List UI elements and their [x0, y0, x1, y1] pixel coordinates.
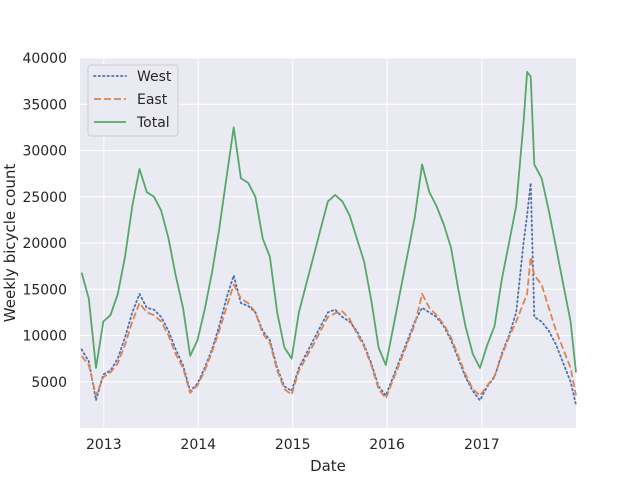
series-layer — [80, 71, 577, 406]
legend-label-east: East — [137, 92, 168, 108]
x-tick-label: 2017 — [464, 437, 500, 453]
x-axis-title: Date — [310, 457, 346, 475]
legend-label-total: Total — [136, 115, 170, 131]
y-axis-title: Weekly bicycle count — [1, 164, 19, 323]
y-tick-label: 20000 — [22, 236, 67, 252]
y-tick-label: 5000 — [31, 375, 67, 391]
y-tick-label: 25000 — [22, 190, 67, 206]
y-tick-label: 40000 — [22, 51, 67, 67]
x-tick-label: 2015 — [275, 437, 311, 453]
y-tick-label: 10000 — [22, 329, 67, 345]
legend-box — [87, 64, 179, 137]
series-line-total — [80, 71, 577, 373]
y-axis-ticks: 5000 10000 15000 20000 25000 30000 35000 40000 — [22, 51, 67, 391]
y-tick-label: 35000 — [22, 97, 67, 113]
series-line-east — [80, 255, 577, 400]
legend-label-west: West — [137, 69, 172, 85]
x-tick-label: 2016 — [369, 437, 405, 453]
x-tick-label: 2014 — [180, 437, 216, 453]
legend: West East Total — [87, 64, 179, 137]
x-axis-ticks: 2013 2014 2015 2016 2017 — [86, 437, 500, 453]
y-tick-label: 15000 — [22, 282, 67, 298]
x-tick-label: 2013 — [86, 437, 122, 453]
y-tick-label: 30000 — [22, 144, 67, 160]
